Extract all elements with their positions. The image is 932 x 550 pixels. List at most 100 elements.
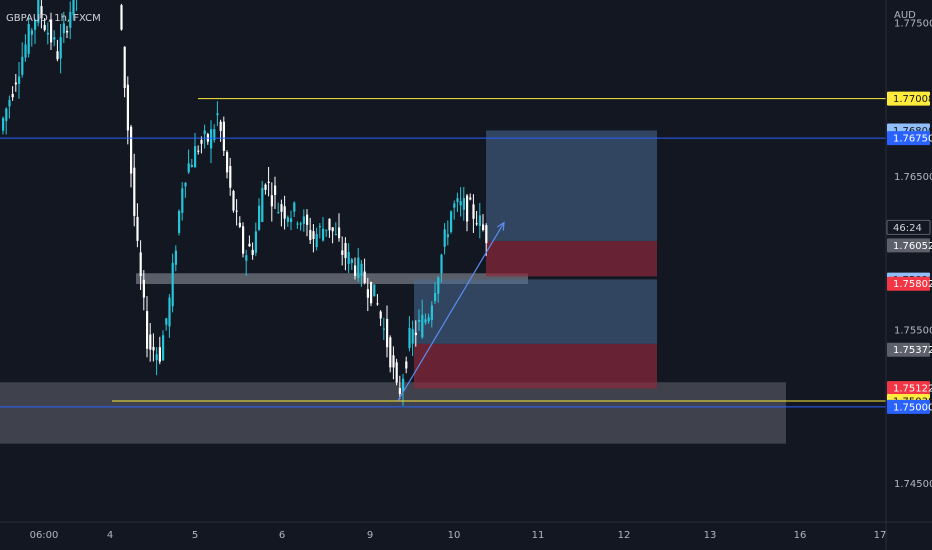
candle-body bbox=[302, 216, 305, 224]
candle-body bbox=[450, 211, 453, 232]
price-tag-bg bbox=[887, 91, 930, 106]
y-tick-label: 1.76500 bbox=[894, 172, 932, 183]
candle-body bbox=[149, 334, 152, 350]
candle-body bbox=[350, 259, 353, 264]
price-tag-label: 46:24 bbox=[893, 223, 922, 234]
candle-body bbox=[322, 228, 325, 241]
price-tag-label: 1.75802 bbox=[893, 279, 932, 290]
position-target-box bbox=[486, 130, 657, 242]
candle-body bbox=[245, 255, 248, 261]
candle-body bbox=[430, 305, 433, 320]
candle-body bbox=[392, 355, 395, 368]
candle-body bbox=[37, 0, 40, 23]
candle-body bbox=[235, 210, 238, 212]
candle-body bbox=[341, 250, 344, 255]
candle-body bbox=[414, 332, 417, 336]
candle-body bbox=[315, 234, 318, 248]
price-tag: 1.77008 bbox=[887, 91, 932, 106]
candle-body bbox=[232, 190, 235, 211]
x-tick-label: 12 bbox=[618, 530, 631, 541]
candle-body bbox=[459, 201, 462, 206]
candle-body bbox=[72, 0, 75, 16]
candle-body bbox=[309, 229, 312, 241]
candle-body bbox=[482, 224, 485, 231]
price-tag-label: 1.75122 bbox=[893, 384, 932, 395]
symbol-label[interactable]: GBPAUD, 1h, FXCM bbox=[6, 13, 101, 24]
candle-body bbox=[485, 225, 488, 244]
trend-arrow bbox=[397, 222, 505, 402]
candle-body bbox=[238, 222, 241, 227]
price-tag-label: 1.75000 bbox=[893, 402, 932, 413]
candle-body bbox=[446, 234, 449, 238]
candle-body bbox=[162, 335, 165, 361]
candle-body bbox=[126, 84, 129, 131]
candle-body bbox=[344, 243, 347, 259]
price-tag: 1.76750 bbox=[887, 131, 932, 146]
candle-body bbox=[181, 188, 184, 213]
candle-body bbox=[325, 229, 328, 231]
candle-body bbox=[155, 354, 158, 361]
x-tick-label: 16 bbox=[794, 530, 807, 541]
candle-body bbox=[14, 82, 17, 85]
candle-body bbox=[398, 387, 401, 394]
candle-body bbox=[296, 223, 299, 225]
candle-body bbox=[424, 319, 427, 323]
candle-body bbox=[168, 297, 171, 327]
candle-body bbox=[8, 99, 11, 107]
candle-body bbox=[366, 289, 369, 298]
position-stop-box bbox=[486, 241, 657, 277]
candle-body bbox=[203, 130, 206, 135]
candle-body bbox=[24, 44, 27, 58]
candle-body bbox=[178, 210, 181, 234]
candle-body bbox=[411, 329, 414, 344]
y-tick-label: 1.75500 bbox=[894, 326, 932, 337]
candle-body bbox=[299, 223, 302, 225]
candle-body bbox=[360, 263, 363, 276]
price-tag: 1.76052 bbox=[887, 238, 932, 253]
x-tick-label: 9 bbox=[367, 530, 373, 541]
candle-body bbox=[395, 362, 398, 383]
candle-body bbox=[219, 121, 222, 131]
candle-body bbox=[264, 184, 267, 190]
candle-body bbox=[354, 265, 357, 276]
candle-body bbox=[472, 204, 475, 219]
zone-box bbox=[0, 382, 786, 444]
candle-body bbox=[405, 361, 408, 369]
candle-body bbox=[69, 11, 72, 28]
candle-body bbox=[213, 129, 216, 141]
candle-body bbox=[187, 163, 190, 173]
candle-body bbox=[200, 139, 203, 144]
candle-body bbox=[293, 202, 296, 212]
candle-body bbox=[280, 204, 283, 212]
price-tag-bg bbox=[887, 276, 930, 291]
price-tag: 1.75000 bbox=[887, 399, 932, 414]
x-tick-label: 5 bbox=[192, 530, 198, 541]
candle-body bbox=[261, 187, 264, 223]
candle-body bbox=[229, 165, 232, 188]
candle-body bbox=[421, 314, 424, 338]
candle-body bbox=[277, 212, 280, 214]
y-tick-label: 1.74500 bbox=[894, 479, 932, 490]
candle-body bbox=[286, 217, 289, 222]
candle-body bbox=[270, 195, 273, 207]
candle-body bbox=[402, 378, 405, 392]
price-tag-bg bbox=[886, 219, 931, 235]
candle-body bbox=[184, 182, 187, 187]
candle-body bbox=[210, 129, 213, 149]
x-tick-label: 13 bbox=[704, 530, 717, 541]
candle-body bbox=[120, 5, 123, 30]
candle-body bbox=[389, 337, 392, 368]
price-tag-bg bbox=[887, 131, 930, 146]
candle-body bbox=[56, 51, 59, 60]
candle-body bbox=[2, 118, 5, 131]
candle-body bbox=[18, 76, 21, 84]
candle-body bbox=[318, 226, 321, 228]
y-tick-label: 1.77500 bbox=[894, 19, 932, 30]
candle-body bbox=[440, 254, 443, 274]
candle-body bbox=[139, 252, 142, 276]
candle-body bbox=[165, 318, 168, 325]
x-tick-label: 10 bbox=[448, 530, 461, 541]
